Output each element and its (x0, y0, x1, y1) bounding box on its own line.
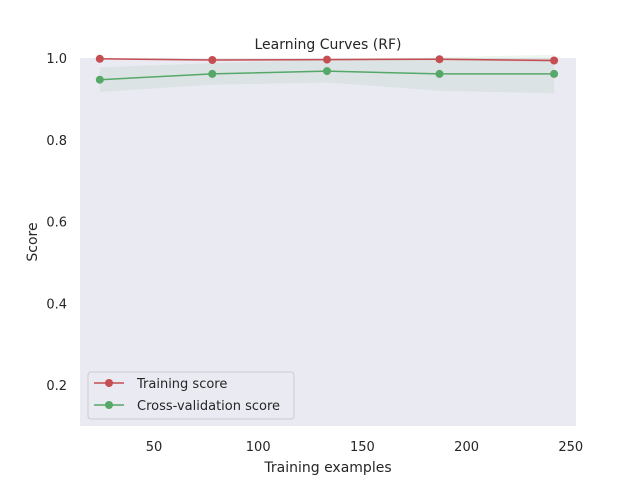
training-score-point (435, 55, 444, 64)
y-tick-label: 0.2 (46, 379, 67, 394)
x-tick-label: 200 (454, 440, 479, 455)
y-tick-label: 0.6 (46, 216, 67, 231)
legend-box (87, 371, 295, 420)
y-axis-label: Score (25, 222, 41, 261)
x-tick-label: 50 (146, 440, 163, 455)
cross-validation-score-point (208, 69, 217, 78)
x-tick-labels: 50 100 150 200 250 (146, 440, 583, 455)
cross-validation-score-point (95, 75, 104, 84)
plot-background (80, 58, 576, 426)
cross-validation-score-legend-marker (105, 401, 113, 409)
cross-validation-score-point (435, 69, 444, 78)
training-score-legend-label: Training score (136, 377, 227, 392)
cross-validation-score-legend-label: Cross-validation score (137, 399, 280, 414)
y-tick-labels: 0.2 0.4 0.6 0.8 1.0 (46, 52, 67, 394)
y-tick-label: 0.8 (46, 134, 67, 149)
y-tick-label: 0.4 (46, 297, 67, 312)
series-points (95, 54, 559, 84)
x-tick-label: 250 (558, 440, 583, 455)
x-tick-label: 100 (246, 440, 271, 455)
training-score-point (550, 56, 559, 65)
training-score-point (323, 55, 331, 64)
x-axis-label: Training examples (263, 460, 391, 476)
cross-validation-score-point (550, 69, 559, 78)
x-tick-label: 150 (350, 440, 375, 455)
training-score-point (95, 54, 104, 63)
training-score-point (208, 56, 217, 64)
chart-title: Learning Curves (RF) (255, 37, 402, 53)
training-score-legend-marker (105, 379, 113, 387)
y-tick-label: 1.0 (46, 52, 67, 67)
cross-validation-score-point (323, 67, 331, 76)
legend: Training score Cross-validation score (87, 371, 295, 420)
